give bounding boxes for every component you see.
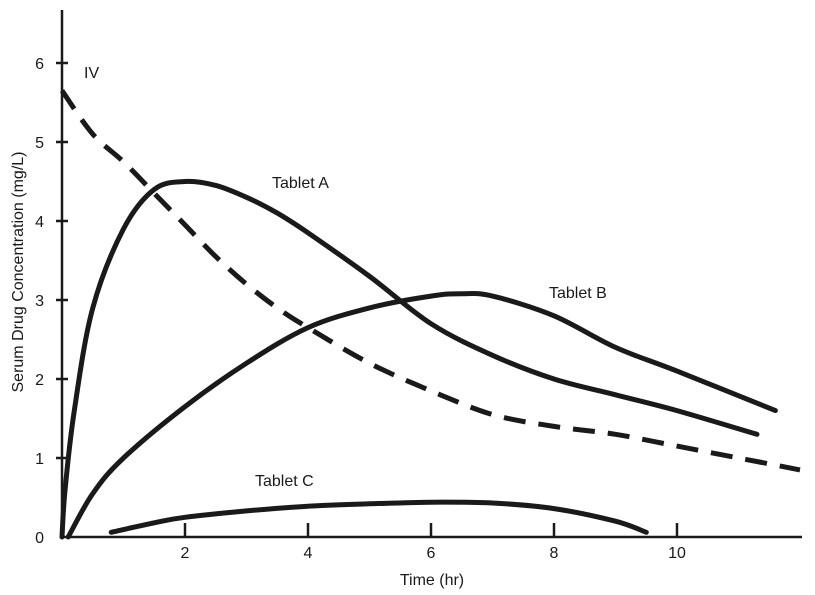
y-tick-label: 4 bbox=[35, 214, 44, 231]
series-line-tablet-b bbox=[65, 290, 778, 540]
x-tick-label: 8 bbox=[550, 545, 559, 562]
x-ticks: 2 4 6 8 10 bbox=[181, 523, 686, 562]
x-tick-label: 6 bbox=[427, 545, 436, 562]
curves bbox=[59, 89, 801, 540]
y-tick-label: 6 bbox=[35, 56, 44, 73]
series-labels: IV Tablet A Tablet B Tablet C bbox=[84, 65, 607, 490]
series-label-tablet-a: Tablet A bbox=[272, 175, 329, 192]
y-tick-label: 2 bbox=[35, 372, 44, 389]
y-tick-label: 1 bbox=[35, 451, 44, 468]
x-tick-label: 4 bbox=[304, 545, 313, 562]
y-ticks: 0 1 2 3 4 5 6 bbox=[35, 56, 68, 547]
series-label-tablet-b: Tablet B bbox=[549, 285, 607, 302]
y-tick-label: 3 bbox=[35, 293, 44, 310]
series-label-tablet-c: Tablet C bbox=[255, 473, 314, 490]
y-tick-label: 0 bbox=[35, 530, 44, 547]
x-tick-label: 10 bbox=[668, 545, 686, 562]
series-label-iv: IV bbox=[84, 65, 99, 82]
axes bbox=[60, 10, 802, 539]
y-tick-label: 5 bbox=[35, 135, 44, 152]
y-axis-label: Serum Drug Concentration (mg/L) bbox=[10, 152, 27, 393]
series-line-tablet-c bbox=[108, 499, 649, 535]
series-line-tablet-a bbox=[59, 178, 760, 540]
x-axis-label: Time (hr) bbox=[400, 572, 464, 589]
x-tick-label: 2 bbox=[181, 545, 190, 562]
